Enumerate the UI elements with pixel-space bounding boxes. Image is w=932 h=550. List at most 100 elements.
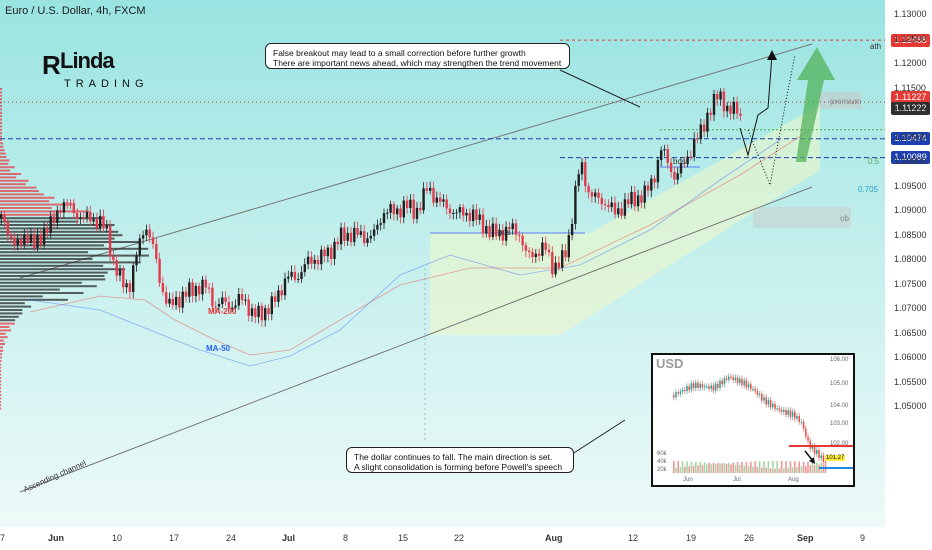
candle-body xyxy=(379,223,382,225)
price-tag: 1.11222 xyxy=(891,101,930,115)
candle-body xyxy=(696,138,699,140)
inset-volume-bar xyxy=(816,462,818,473)
candle-body xyxy=(115,260,118,276)
volume-profile-bar xyxy=(0,91,2,94)
candle-body xyxy=(135,255,138,266)
candle-body xyxy=(462,207,465,216)
inset-candle-body xyxy=(679,391,682,394)
inset-candle-body xyxy=(714,383,717,391)
candle-body xyxy=(148,229,151,238)
ma200-line xyxy=(29,129,811,356)
candle-body xyxy=(158,258,161,284)
inset-volume-bar xyxy=(684,466,686,473)
inset-candle-body xyxy=(780,409,783,413)
volume-profile-bar xyxy=(0,118,2,121)
volume-profile-bar xyxy=(0,251,88,254)
candle-body xyxy=(174,296,178,306)
inset-volume-bar xyxy=(725,463,728,473)
volume-profile-bar xyxy=(0,152,6,155)
inset-candle-body xyxy=(824,461,827,463)
candle-body xyxy=(89,212,92,222)
candle-body xyxy=(702,124,706,132)
inset-volume-bar xyxy=(677,461,679,473)
volume-profile-bar xyxy=(0,258,93,260)
candle-body xyxy=(56,210,59,223)
candle-body xyxy=(85,212,89,218)
volume-profile-bar xyxy=(0,234,123,237)
candle-body xyxy=(333,241,336,259)
candle-body xyxy=(310,256,313,264)
candle-body xyxy=(666,149,669,163)
volume-profile-bar xyxy=(0,400,2,403)
candle-body xyxy=(201,279,204,295)
candle-body xyxy=(389,204,392,213)
candle-body xyxy=(653,178,656,183)
candle-body xyxy=(79,217,82,219)
candle-body xyxy=(224,297,227,302)
volume-profile-bar xyxy=(0,162,9,165)
volume-profile-bar xyxy=(0,295,43,298)
candle-body xyxy=(574,185,577,224)
candle-body xyxy=(452,213,455,215)
candle-body xyxy=(630,191,633,205)
inset-volume-bar xyxy=(774,468,776,473)
volume-profile-bar xyxy=(0,288,60,291)
volume-profile-bar xyxy=(0,210,90,213)
x-tick-label: 8 xyxy=(343,533,349,543)
callout-bottom-line-1: The dollar continues to fall. The main d… xyxy=(354,452,553,462)
candle-body xyxy=(13,237,16,246)
inset-volume-bar xyxy=(765,467,767,473)
candle-body xyxy=(481,214,485,234)
inset-candle-body xyxy=(732,377,734,381)
volume-profile-bar xyxy=(0,349,4,352)
candle-body xyxy=(442,199,445,202)
inset-candle-body xyxy=(710,385,712,389)
inset-volume-bar xyxy=(758,461,761,473)
candle-body xyxy=(343,227,346,241)
inset-volume-bar xyxy=(752,466,754,473)
ath-label: ath xyxy=(870,42,882,51)
candle-body xyxy=(617,208,620,215)
inset-candle-body xyxy=(785,409,787,415)
price-tag: 1.10474 xyxy=(891,132,930,146)
inset-candle-body xyxy=(675,392,677,398)
inset-volume-bar xyxy=(730,464,732,473)
inset-volume-bar xyxy=(787,467,789,473)
candle-body xyxy=(112,256,115,261)
volume-profile-bar xyxy=(0,193,44,196)
candle-body xyxy=(313,259,316,264)
inset-volume-bar xyxy=(673,461,675,473)
candle-body xyxy=(349,232,353,243)
candle-body xyxy=(39,234,42,245)
candle-body xyxy=(396,208,399,215)
candle-body xyxy=(290,271,293,277)
inset-candle-body xyxy=(692,383,695,389)
candle-body xyxy=(732,101,735,114)
inset-volume-bar xyxy=(798,461,800,473)
volume-profile-bar xyxy=(0,98,2,101)
inset-candle-body xyxy=(791,411,794,417)
inset-ytick-0: 106.00 xyxy=(830,357,849,363)
candle-body xyxy=(237,294,240,306)
volume-profile-bar xyxy=(0,176,17,179)
candle-body xyxy=(693,138,696,157)
callout-bottom: The dollar continues to fall. The main d… xyxy=(346,447,574,473)
candle-body xyxy=(534,253,537,258)
volume-profile-bar xyxy=(0,115,2,118)
inset-volume-bar xyxy=(813,464,816,473)
volume-profile-bar xyxy=(0,322,15,325)
candle-body xyxy=(214,306,217,308)
candle-body xyxy=(316,259,320,265)
inset-candle-body xyxy=(730,376,732,378)
candle-body xyxy=(36,234,39,249)
candle-body xyxy=(320,249,323,265)
inset-volume-bar xyxy=(675,467,677,473)
logo-mark-icon: R xyxy=(42,50,61,80)
candle-body xyxy=(33,234,36,249)
inset-candle-body xyxy=(811,445,814,449)
candle-body xyxy=(580,162,584,175)
inset-candle-body xyxy=(677,392,679,394)
y-tick-label: 1.07500 xyxy=(894,278,927,289)
inset-xtick-0: Jun xyxy=(683,477,693,483)
inset-candle-body xyxy=(681,389,684,392)
